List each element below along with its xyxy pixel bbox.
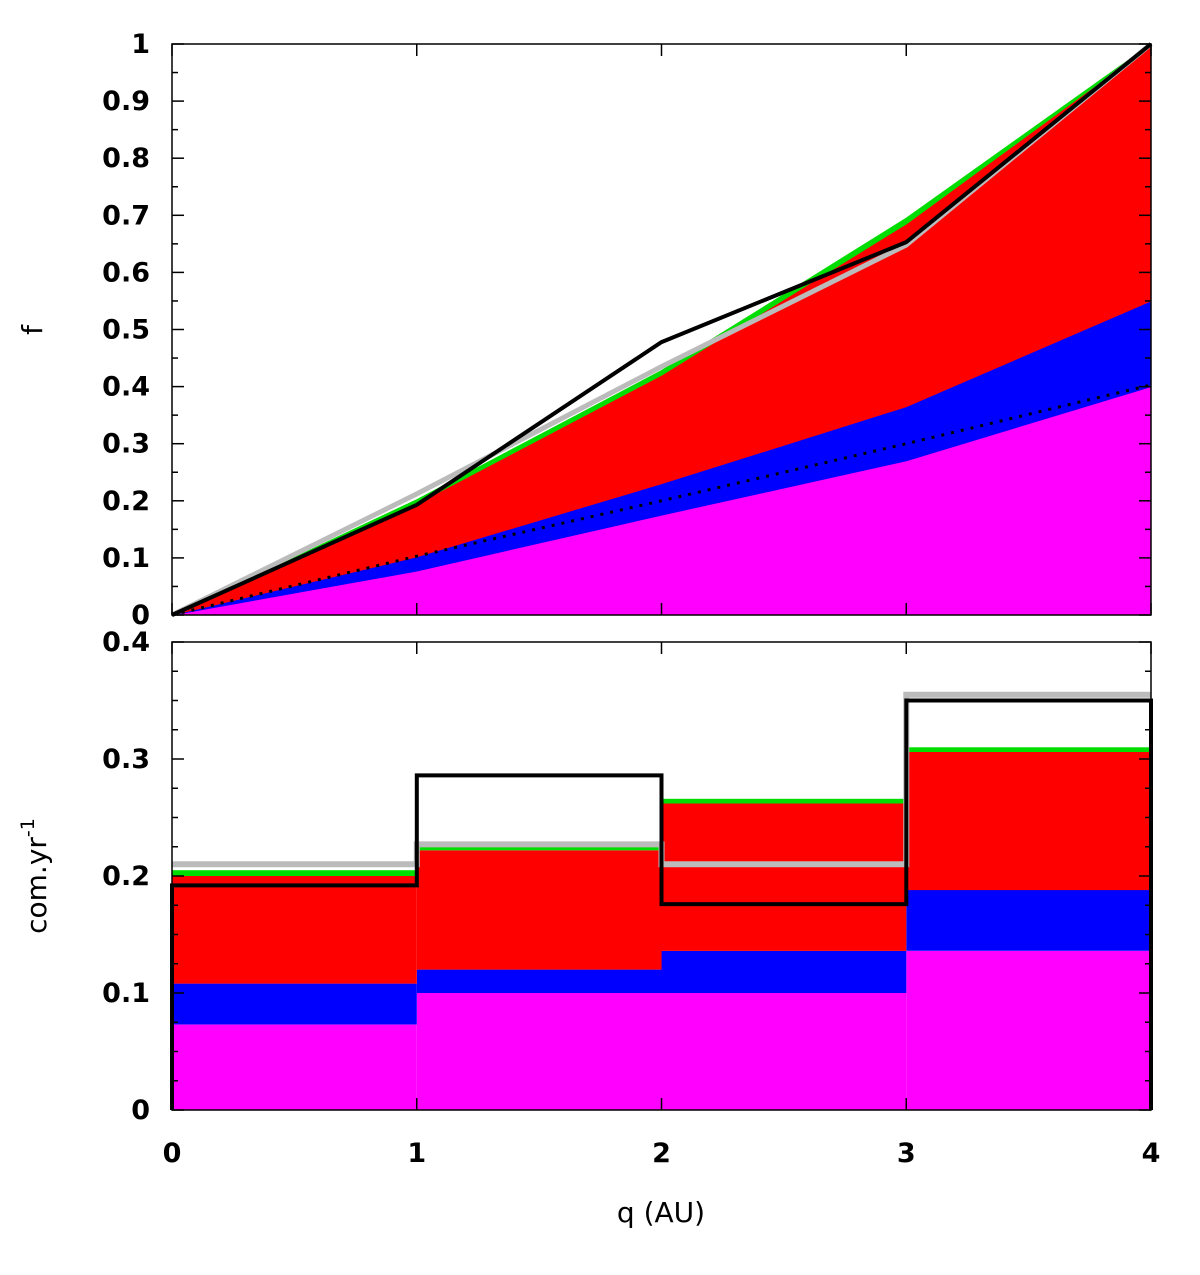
top-y-tick-label: 0 xyxy=(131,600,150,631)
top-panel: 0 0.1 0.2 0.3 0.4 0.5 0.6 0.7 0.8 0.9 1 f xyxy=(16,29,1153,631)
top-y-tick-label: 0.3 xyxy=(102,429,150,460)
bottom-x-tick-labels: 0 1 2 3 4 xyxy=(163,1138,1161,1169)
bottom-x-tick-label: 1 xyxy=(407,1138,426,1169)
top-y-tick-label: 0.7 xyxy=(102,200,150,231)
top-line-2 xyxy=(171,383,1152,617)
bottom-y-axis-label-main: com.yr xyxy=(20,837,53,934)
top-y-tick-label: 1 xyxy=(131,29,150,60)
top-y-tick-label: 0.2 xyxy=(102,486,150,517)
bottom-bar-layer-0-bin-2 xyxy=(661,993,907,1110)
bottom-y-axis-label: com.yr-1 xyxy=(17,818,53,934)
top-stacked-areas xyxy=(171,43,1152,616)
bottom-y-tick-label: 0.3 xyxy=(102,744,150,775)
bottom-x-tick-label: 2 xyxy=(652,1138,671,1169)
bottom-x-tick-label: 4 xyxy=(1142,1138,1161,1169)
bottom-x-tick-label: 3 xyxy=(897,1138,916,1169)
bottom-panel: 0 0.1 0.2 0.3 0.4 0 1 2 3 4 com.yr-1 q (AU) xyxy=(17,627,1160,1229)
top-y-tick-label: 0.6 xyxy=(102,257,150,288)
bottom-bar-layer-2-bin-1 xyxy=(416,850,662,970)
bottom-y-tick-label: 0.4 xyxy=(102,627,150,658)
bottom-bar-layer-0-bin-1 xyxy=(416,993,662,1110)
top-y-tick-labels: 0 0.1 0.2 0.3 0.4 0.5 0.6 0.7 0.8 0.9 1 xyxy=(102,29,150,631)
bottom-stacked-areas xyxy=(172,747,1152,1110)
bottom-bar-layer-0-bin-3 xyxy=(906,950,1152,1110)
top-y-tick-label: 0.1 xyxy=(102,543,150,574)
top-y-tick-label: 0.8 xyxy=(102,143,150,174)
bottom-bar-layer-2-bin-2 xyxy=(661,803,907,951)
bottom-bar-layer-1-bin-3 xyxy=(906,890,1152,951)
bottom-bar-layer-3-bin-2 xyxy=(661,798,907,804)
top-y-tick-label: 0.9 xyxy=(102,86,150,117)
top-y-tick-label: 0.4 xyxy=(102,372,150,403)
top-y-tick-label: 0.5 xyxy=(102,315,150,346)
bottom-y-tick-labels: 0 0.1 0.2 0.3 0.4 xyxy=(102,627,150,1126)
bottom-y-axis-label-sup: -1 xyxy=(17,818,39,837)
bottom-lines xyxy=(170,691,1153,1110)
bottom-bar-layer-1-bin-1 xyxy=(416,969,662,993)
bottom-bar-layer-0-bin-0 xyxy=(172,1024,417,1110)
bottom-y-tick-label: 0 xyxy=(131,1095,150,1126)
bottom-bar-layer-3-bin-1 xyxy=(416,845,662,851)
top-y-axis-label: f xyxy=(16,324,49,335)
bottom-y-tick-label: 0.2 xyxy=(102,861,150,892)
bottom-y-tick-label: 0.1 xyxy=(102,978,150,1009)
bottom-bar-layer-1-bin-0 xyxy=(172,983,417,1025)
bottom-x-tick-label: 0 xyxy=(163,1138,182,1169)
top-plot-frame xyxy=(171,43,1152,616)
top-line-1 xyxy=(171,42,1153,617)
bottom-plot-frame xyxy=(171,641,1152,1111)
x-axis-label: q (AU) xyxy=(617,1196,705,1229)
bottom-bar-layer-2-bin-3 xyxy=(906,752,1152,891)
bottom-bar-layer-2-bin-0 xyxy=(172,876,417,984)
top-lines xyxy=(170,42,1153,618)
bottom-bar-layer-3-bin-0 xyxy=(172,870,417,876)
bottom-bar-layer-3-bin-3 xyxy=(906,747,1152,752)
bottom-step-line-1 xyxy=(170,698,1153,1110)
bottom-bar-layer-1-bin-2 xyxy=(661,950,907,993)
